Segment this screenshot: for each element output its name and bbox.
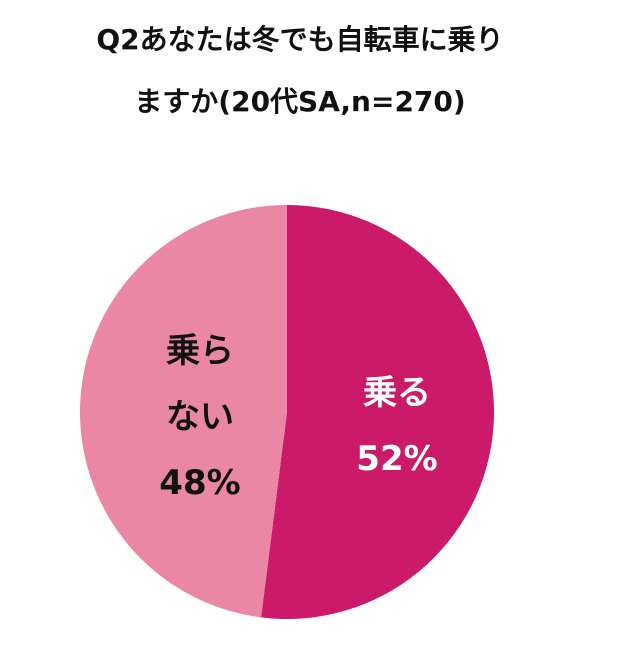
chart-title: ますか(20代SA,n=270) (134, 85, 466, 118)
value-label: 48% (159, 463, 241, 503)
category-label: 乗らない (165, 331, 234, 437)
chart-title: Q2あなたは冬でも自転車に乗り (96, 23, 504, 56)
pie-slice (79, 205, 287, 618)
slice-label: 乗らない 48% (159, 318, 240, 516)
value-label: 52% (356, 439, 438, 479)
pie-slice (261, 205, 494, 619)
slice-label: 乗る 52% (352, 360, 442, 492)
category-label: 乗る (363, 373, 431, 413)
